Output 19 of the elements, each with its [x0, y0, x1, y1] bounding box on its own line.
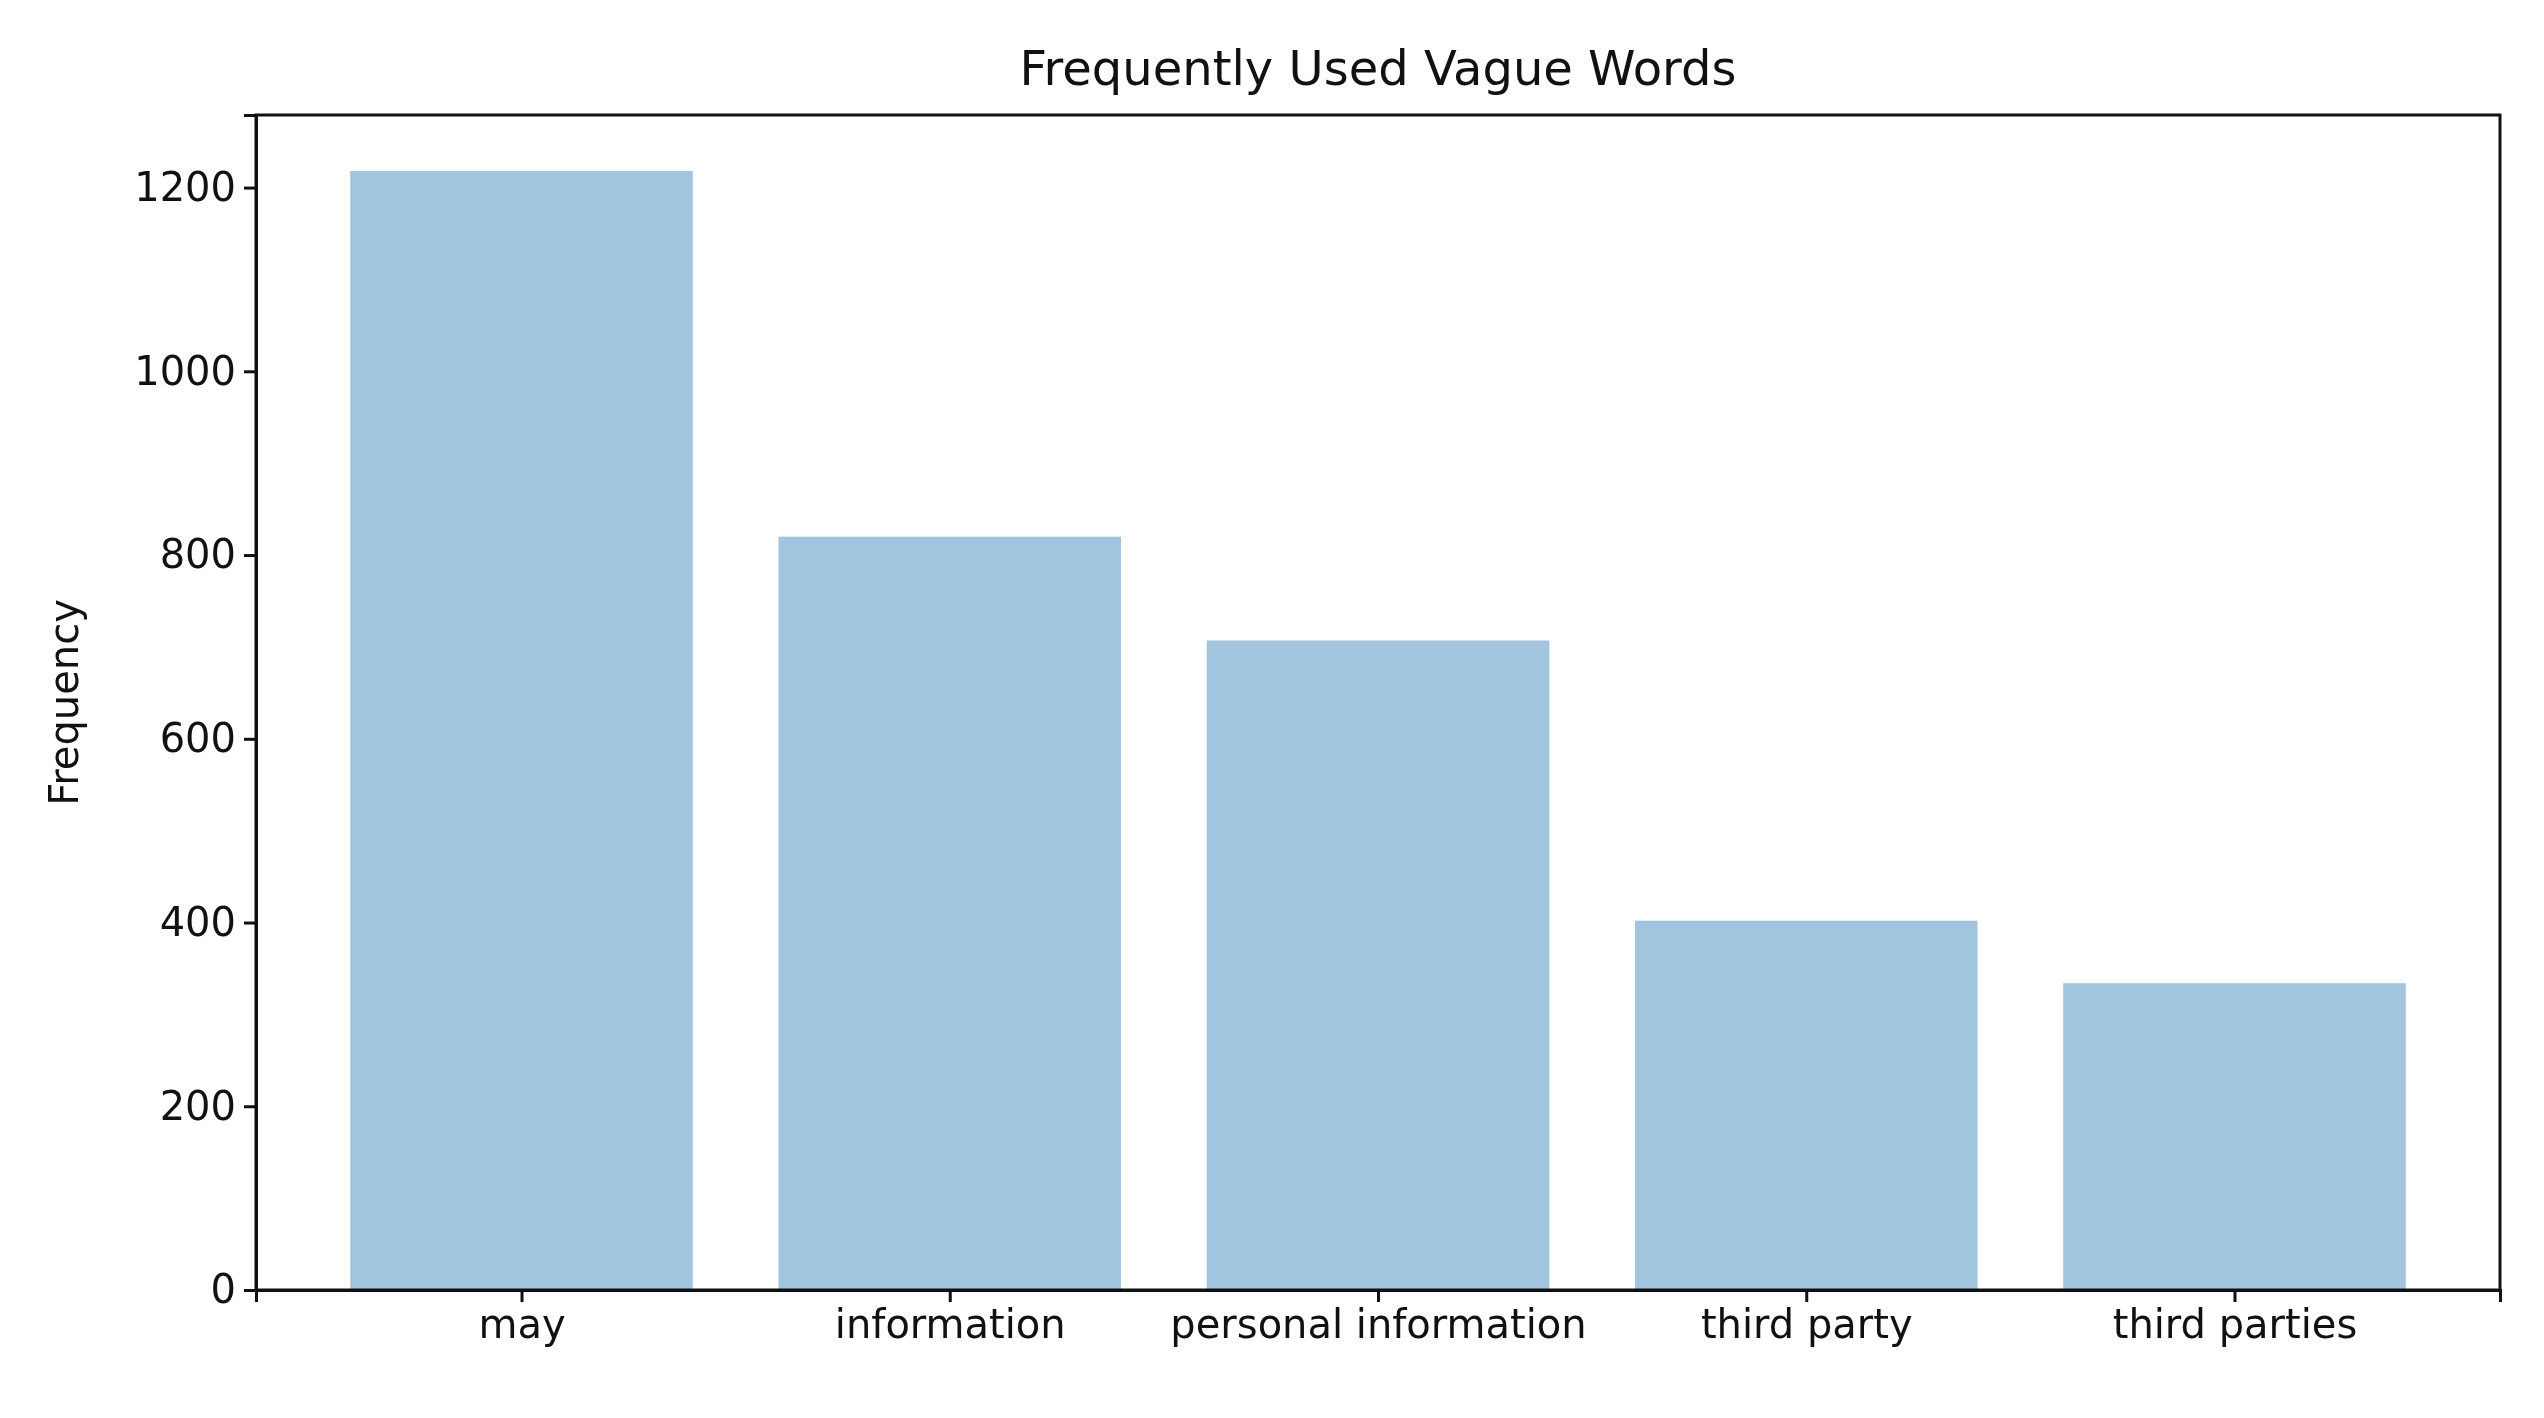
- bar: [778, 536, 1122, 1290]
- bar: [350, 171, 693, 1290]
- y-tick-label: 0: [210, 1266, 236, 1313]
- y-tick-label: 800: [159, 531, 236, 578]
- y-tick-label: 1000: [134, 347, 236, 394]
- chart-title: Frequently Used Vague Words: [1019, 40, 1737, 96]
- bar: [1206, 640, 1550, 1290]
- x-tick-label: may: [478, 1301, 566, 1348]
- x-tick-label: third party: [1700, 1301, 1913, 1348]
- bar: [1634, 920, 1978, 1290]
- y-tick-label: 400: [159, 898, 236, 945]
- x-tick-label: information: [834, 1301, 1066, 1348]
- y-tick-label: 200: [159, 1082, 236, 1129]
- bar: [2063, 983, 2406, 1290]
- x-tick-label: third parties: [2112, 1301, 2358, 1348]
- y-tick-label: 1200: [134, 163, 236, 210]
- y-tick-label: 600: [159, 715, 236, 762]
- y-axis-title: Frequency: [41, 599, 87, 806]
- x-tick-label: personal information: [1170, 1301, 1587, 1348]
